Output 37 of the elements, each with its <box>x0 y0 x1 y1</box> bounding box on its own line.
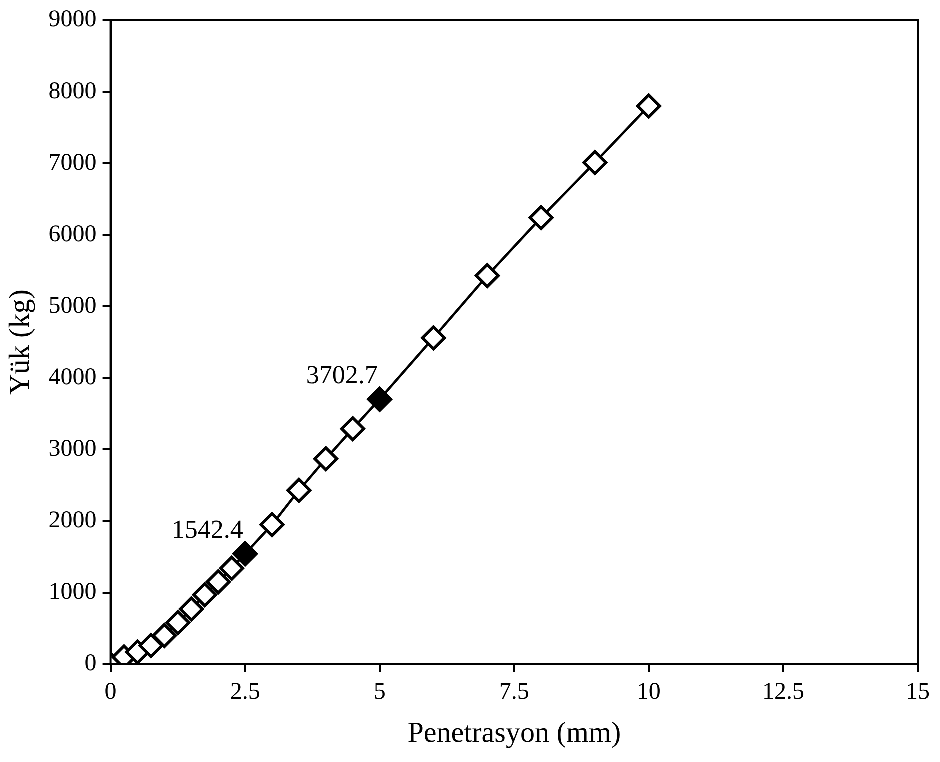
x-tick-label: 12.5 <box>762 679 804 706</box>
point <box>260 512 285 538</box>
y-tick-label: 7000 <box>48 150 97 176</box>
y-tick-label: 6000 <box>48 221 97 248</box>
x-tick-label: 0 <box>104 679 117 706</box>
y-tick-label: 4000 <box>48 364 97 390</box>
point <box>421 326 446 351</box>
y-tick-label: 1000 <box>48 579 97 606</box>
point <box>138 633 164 658</box>
y-tick-label: 5000 <box>48 292 97 319</box>
point <box>474 263 500 288</box>
y-tick-label: 8000 <box>48 78 97 104</box>
x-tick-label: 7.5 <box>499 679 530 706</box>
x-axis-title: Penetrasyon (mm) <box>408 717 622 750</box>
point <box>340 416 366 442</box>
point <box>314 446 339 472</box>
point <box>636 94 662 119</box>
point <box>192 582 218 608</box>
data-label: 3702.7 <box>306 360 378 390</box>
data-label: 1542.4 <box>172 514 244 544</box>
y-axis-title: Yük (kg) <box>4 290 36 396</box>
point <box>219 556 244 582</box>
point <box>152 623 178 648</box>
y-tick-label: 9000 <box>48 6 97 33</box>
point <box>179 596 204 622</box>
x-tick-label: 5 <box>374 679 386 706</box>
x-tick-label: 15 <box>906 679 930 706</box>
point <box>166 610 191 636</box>
y-tick-label: 3000 <box>48 436 97 462</box>
x-tick-label: 2.5 <box>230 679 260 706</box>
point <box>206 570 231 595</box>
point <box>582 150 608 176</box>
point <box>528 205 554 230</box>
y-tick-label: 0 <box>84 650 97 677</box>
x-tick-label: 10 <box>636 679 661 706</box>
point <box>286 478 312 504</box>
y-tick-label: 2000 <box>48 508 97 534</box>
